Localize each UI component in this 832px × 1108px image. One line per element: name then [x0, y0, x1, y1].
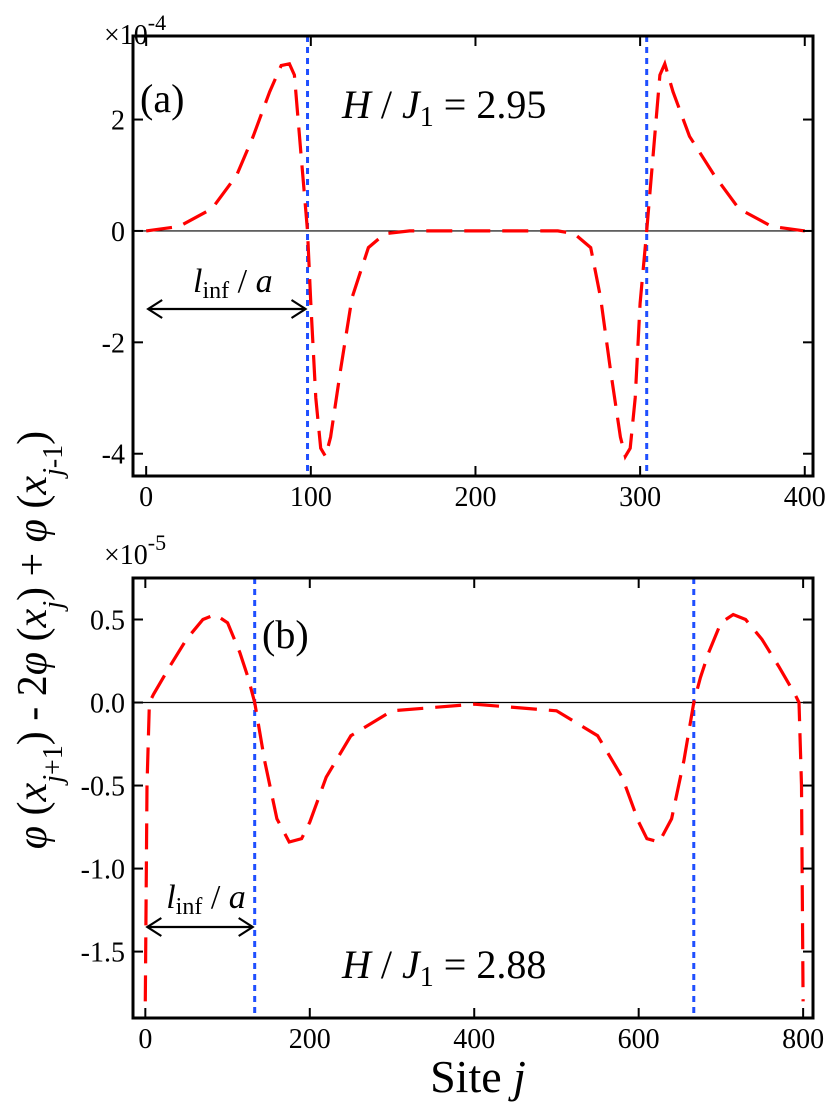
- y-axis-label: φ (xj+1) - 2φ (xj) + φ (xj-1): [10, 431, 69, 849]
- series-line-0: [143, 612, 805, 1002]
- length-arrow-head-left: [145, 917, 162, 937]
- y-tick-label: -2: [102, 328, 125, 359]
- panel-b: 0 200 400 600 800 -1.5 -1.0 -0.5 0.0 0.5 ×10-5 (b) H…: [81, 530, 824, 1055]
- annot-h: H: [341, 82, 373, 127]
- annot-slash: /: [371, 942, 402, 987]
- scale-exponent: -4: [148, 10, 166, 35]
- length-label-a: a: [229, 879, 246, 916]
- annot-h: H: [341, 942, 373, 987]
- x-tick-label: 200: [454, 482, 496, 513]
- length-label-l: l: [166, 879, 175, 916]
- panel-label: (a): [140, 76, 184, 121]
- scale-base: ×10: [104, 20, 148, 51]
- length-label-sub: inf: [203, 278, 230, 304]
- annot-value: = 2.95: [434, 82, 547, 127]
- x-axis-label: Site j: [430, 1051, 526, 1102]
- y-tick-label: -1.5: [81, 938, 125, 969]
- field-annotation: H / J1 = 2.95: [341, 82, 546, 133]
- scale-factor: ×10-4: [104, 10, 166, 51]
- length-arrow-head-right: [238, 917, 255, 937]
- plot-frame: [131, 34, 815, 478]
- x-tick-label: 400: [453, 1024, 495, 1055]
- y-tick-label: -4: [102, 440, 125, 471]
- length-arrow-head-right: [290, 299, 308, 319]
- scale-base: ×10: [104, 540, 148, 571]
- x-tick-label: 600: [618, 1024, 660, 1055]
- x-tick-label: 0: [138, 1024, 152, 1055]
- y-tick-label: -0.5: [81, 772, 125, 803]
- y-tick-label: 0.0: [90, 689, 125, 720]
- panel-label: (b): [262, 612, 309, 657]
- annot-value: = 2.88: [434, 942, 547, 987]
- x-tick-label: 300: [619, 482, 661, 513]
- length-label-a: a: [256, 263, 273, 300]
- length-label: linf / a: [166, 879, 246, 920]
- x-tick-label: 800: [782, 1024, 824, 1055]
- annot-sub: 1: [420, 102, 434, 133]
- plot-frame: [131, 576, 815, 1020]
- x-tick-label: 100: [290, 482, 332, 513]
- y-tick-label: 0: [111, 217, 125, 248]
- field-annotation: H / J1 = 2.88: [341, 942, 546, 993]
- y-tick-label: 0.5: [90, 606, 125, 637]
- y-tick-label: 2: [111, 106, 125, 137]
- panel-a: 0 100 200 300 400-4-202×10-4(a) H / J1 = 2.95…: [102, 10, 826, 513]
- x-tick-label: 200: [289, 1024, 331, 1055]
- annot-j: J: [402, 942, 422, 987]
- length-label-slash: /: [229, 263, 255, 300]
- scale-exponent: -5: [148, 530, 166, 555]
- length-label-slash: /: [202, 879, 228, 916]
- scale-factor: ×10-5: [104, 530, 166, 571]
- annot-sub: 1: [420, 962, 434, 993]
- length-arrow-head-left: [146, 299, 163, 319]
- annot-slash: /: [371, 82, 402, 127]
- length-label-l: l: [193, 263, 202, 300]
- length-label: linf / a: [193, 263, 273, 304]
- series-line-0: [145, 59, 806, 461]
- x-tick-label: 400: [784, 482, 826, 513]
- x-tick-label: 0: [139, 482, 153, 513]
- annot-j: J: [402, 82, 422, 127]
- y-tick-label: -1.0: [81, 855, 125, 886]
- length-label-sub: inf: [176, 894, 203, 920]
